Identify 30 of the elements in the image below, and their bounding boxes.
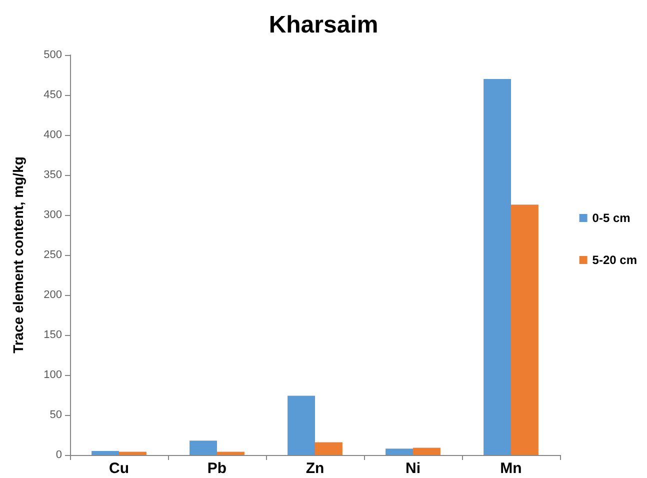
- y-tick-label: 450: [44, 89, 62, 101]
- y-tick-label: 500: [44, 49, 62, 61]
- y-tick-label: 400: [44, 129, 62, 141]
- x-tick-label: Mn: [500, 460, 522, 477]
- x-tick-label: Zn: [306, 460, 324, 477]
- x-tick-label: Pb: [207, 460, 227, 477]
- x-tick-label: Cu: [109, 460, 129, 477]
- bar: [288, 396, 315, 455]
- y-tick-label: 350: [44, 169, 62, 181]
- bar: [511, 204, 538, 455]
- y-tick-label: 150: [44, 329, 62, 341]
- legend-label: 5-20 cm: [592, 253, 638, 267]
- bar: [92, 451, 119, 455]
- bar: [217, 452, 244, 455]
- bar: [190, 440, 217, 455]
- y-tick-label: 250: [44, 249, 62, 261]
- chart-title: Kharsaim: [268, 12, 378, 38]
- bar: [119, 452, 146, 455]
- bar: [315, 442, 342, 455]
- bar: [413, 448, 440, 455]
- y-tick-label: 300: [44, 209, 62, 221]
- y-tick-label: 200: [44, 289, 62, 301]
- y-axis-title: Trace element content, mg/kg: [10, 156, 26, 354]
- y-tick-label: 50: [50, 409, 62, 421]
- bar: [386, 448, 413, 455]
- x-tick-label: Ni: [406, 460, 420, 477]
- legend-label: 0-5 cm: [592, 211, 630, 225]
- y-tick-label: 100: [44, 369, 62, 381]
- bar: [484, 79, 511, 455]
- y-tick-label: 0: [56, 449, 62, 461]
